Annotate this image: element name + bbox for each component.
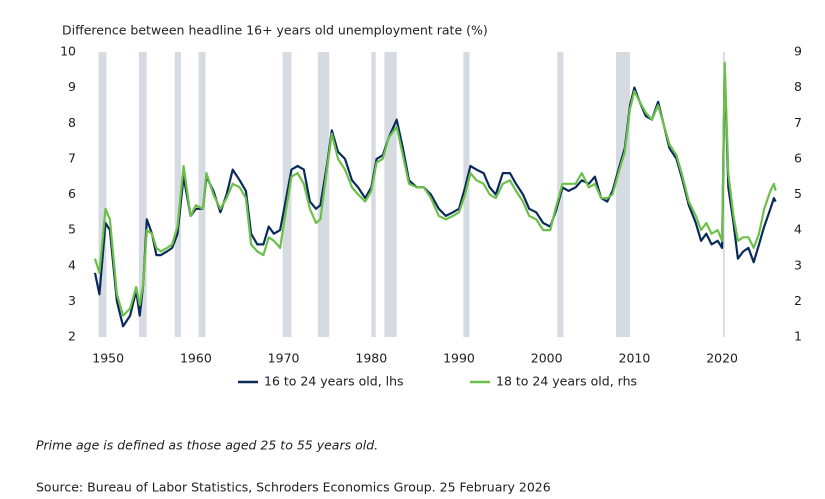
legend-label: 16 to 24 years old, lhs [264,374,404,389]
x-tick-label: 2020 [706,351,738,366]
y-tick-label: 8 [68,115,76,130]
y2-tick-label: 9 [794,44,802,59]
y-tick-label: 6 [68,186,76,201]
y-tick-label: 3 [68,293,76,308]
x-tick-label: 1950 [92,351,124,366]
y-tick-label: 5 [68,222,76,237]
x-tick-label: 1960 [180,351,212,366]
y2-tick-label: 8 [794,79,802,94]
recession-band [463,52,470,337]
legend-label: 18 to 24 years old, rhs [496,374,637,389]
y2-tick-label: 6 [794,150,802,165]
y-tick-label: 10 [60,44,76,59]
recession-band [198,52,206,337]
recession-band [615,52,631,337]
y2-tick-label: 7 [794,115,802,130]
source: Source: Bureau of Labor Statistics, Schr… [36,480,551,495]
y2-tick-label: 1 [794,329,802,344]
recession-band [138,52,147,337]
x-tick-label: 1990 [443,351,475,366]
recession-band [98,52,107,337]
note: Prime age is defined as those aged 25 to… [36,438,378,453]
y2-tick-label: 4 [794,222,802,237]
y2-tick-label: 5 [794,186,802,201]
recession-band [174,52,181,337]
series-line [93,61,777,317]
y-tick-label: 7 [68,150,76,165]
y2-tick-label: 2 [794,293,802,308]
y-tick-label: 9 [68,79,76,94]
x-tick-label: 1970 [268,351,300,366]
recession-band [371,52,376,337]
x-tick-label: 2000 [531,351,563,366]
recession-band [384,52,397,337]
series-line [93,65,777,328]
y-tick-label: 4 [68,257,76,272]
y-tick-label: 2 [68,329,76,344]
x-tick-label: 2010 [619,351,651,366]
x-tick-label: 1980 [355,351,387,366]
y2-tick-label: 3 [794,257,802,272]
chart-title: Difference between headline 16+ years ol… [62,23,488,38]
